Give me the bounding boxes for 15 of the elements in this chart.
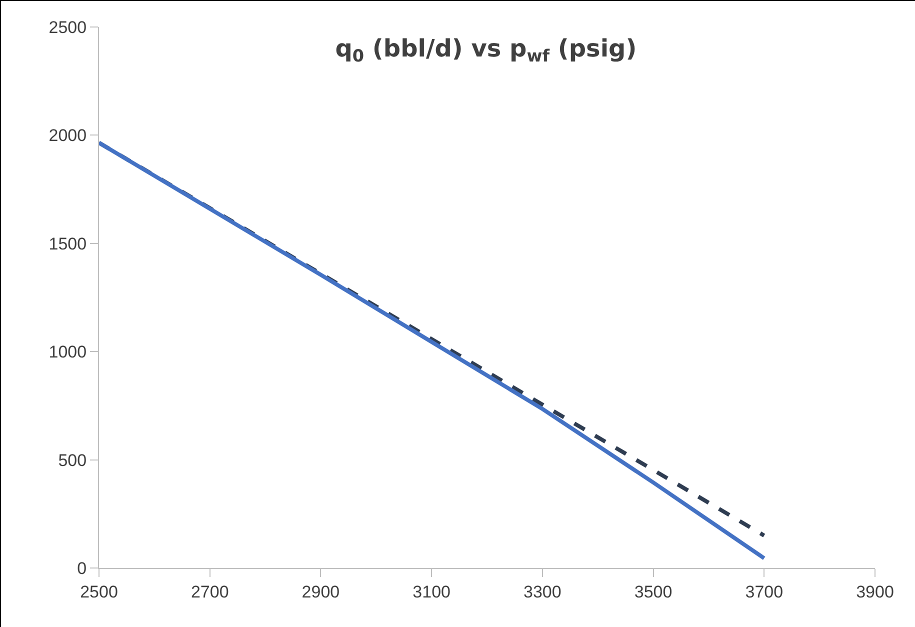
y-tick-label: 2000: [48, 126, 87, 146]
x-tick-label: 2500: [80, 582, 118, 602]
y-tick-label: 2500: [48, 18, 87, 37]
x-tick-label: 3300: [524, 582, 562, 602]
x-tick-label: 3500: [634, 582, 672, 602]
x-tick-label: 3700: [745, 582, 784, 602]
y-tick-label: 1000: [48, 342, 87, 362]
y-tick-label: 1500: [48, 234, 87, 254]
x-tick-label: 2700: [190, 582, 229, 602]
y-tick-label: 0: [77, 558, 87, 578]
chart-title: q$_{0}$ (bbl/d) vs p$_{wf}$ (psig): [335, 34, 637, 66]
x-tick-label: 3900: [856, 582, 894, 602]
x-tick-label: 2900: [302, 582, 340, 602]
y-tick-label: 500: [58, 450, 87, 470]
x-tick-label: 3100: [412, 582, 450, 602]
